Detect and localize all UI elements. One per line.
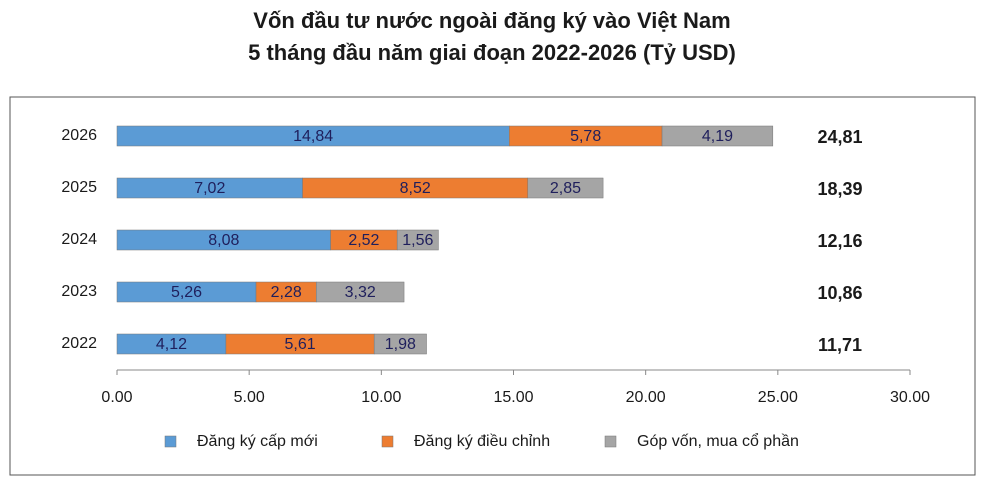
value-label: 1,56 xyxy=(402,232,433,249)
x-tick-label: 15.00 xyxy=(493,389,533,406)
value-label: 7,02 xyxy=(194,180,225,197)
value-label: 4,12 xyxy=(156,336,187,353)
plot-frame xyxy=(9,96,976,476)
value-label: 3,32 xyxy=(345,284,376,301)
value-label: 14,84 xyxy=(293,128,333,145)
legend-label: Đăng ký cấp mới xyxy=(197,433,318,450)
x-tick-label: 0.00 xyxy=(101,389,132,406)
total-annotation: 18,39 xyxy=(817,179,862,199)
x-tick-label: 10.00 xyxy=(361,389,401,406)
value-label: 5,61 xyxy=(284,336,315,353)
value-label: 2,28 xyxy=(271,284,302,301)
total-annotation: 11,71 xyxy=(818,335,862,355)
value-label: 4,19 xyxy=(702,128,733,145)
legend-swatch xyxy=(604,435,617,448)
x-tick-label: 25.00 xyxy=(758,389,798,406)
x-tick-label: 30.00 xyxy=(890,389,930,406)
y-tick-label: 2024 xyxy=(61,231,97,248)
total-annotation: 12,16 xyxy=(817,231,862,251)
legend-label: Đăng ký điều chỉnh xyxy=(414,433,550,450)
total-annotation: 10,86 xyxy=(817,283,862,303)
legend-swatch xyxy=(381,435,394,448)
value-label: 2,52 xyxy=(348,232,379,249)
bar-segment xyxy=(661,125,774,147)
value-label: 8,08 xyxy=(208,232,239,249)
legend-swatch xyxy=(164,435,177,448)
value-label: 5,78 xyxy=(570,128,601,145)
y-tick-label: 2026 xyxy=(61,127,97,144)
chart-title: Vốn đầu tư nước ngoài đăng ký vào Việt N… xyxy=(253,8,730,33)
value-label: 1,98 xyxy=(385,336,416,353)
bar-segment xyxy=(527,177,604,199)
value-label: 5,26 xyxy=(171,284,202,301)
y-tick-label: 2023 xyxy=(61,283,97,300)
bar-segment xyxy=(316,281,405,303)
legend-label: Góp vốn, mua cổ phần xyxy=(637,432,799,450)
x-tick-label: 20.00 xyxy=(626,389,666,406)
value-label: 8,52 xyxy=(400,180,431,197)
bar-segment xyxy=(373,333,427,355)
value-label: 2,85 xyxy=(550,180,581,197)
y-tick-label: 2022 xyxy=(61,335,97,352)
x-tick-label: 5.00 xyxy=(234,389,265,406)
total-annotation: 24,81 xyxy=(817,127,862,147)
y-tick-label: 2025 xyxy=(61,179,97,196)
bar-segment xyxy=(396,229,439,251)
chart-subtitle: 5 tháng đầu năm giai đoạn 2022-2026 (Tỷ … xyxy=(248,40,736,65)
